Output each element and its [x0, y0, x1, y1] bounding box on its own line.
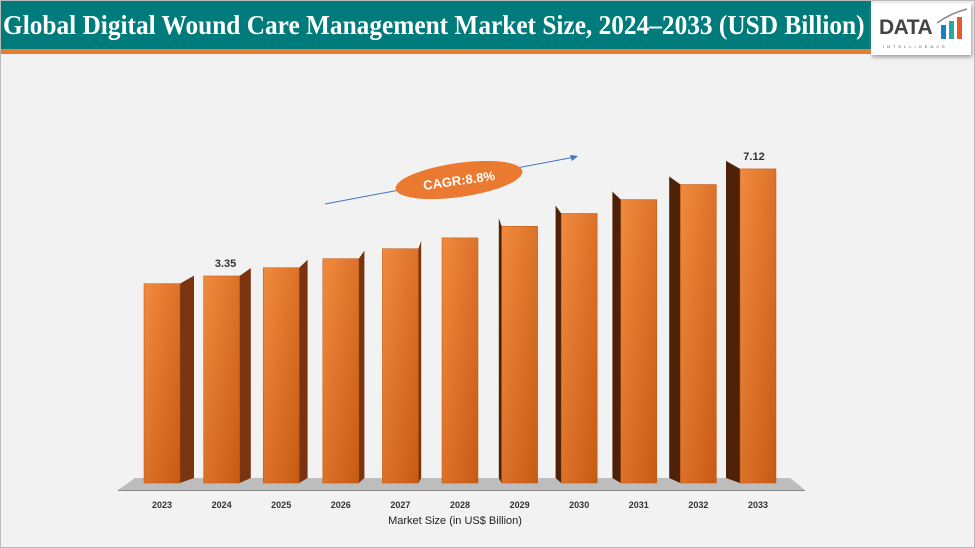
x-tick-2025: 2025	[271, 500, 291, 510]
x-tick-2033: 2033	[748, 500, 768, 510]
bar-2023	[143, 283, 181, 484]
bar-side-2030	[555, 205, 562, 483]
data-label-2033: 7.12	[743, 151, 764, 163]
bar-side-2032	[669, 176, 681, 484]
title-bar: Global Digital Wound Care Management Mar…	[1, 1, 871, 54]
bar-side-2029	[498, 218, 502, 483]
x-tick-2032: 2032	[688, 500, 708, 510]
x-tick-2026: 2026	[331, 500, 351, 510]
x-tick-2029: 2029	[510, 500, 530, 510]
bar-2025	[262, 267, 300, 484]
bar-side-2023	[180, 275, 194, 483]
data-label-2024: 3.35	[215, 258, 236, 270]
cagr-arrow-head	[570, 155, 578, 161]
bar-2031	[620, 199, 658, 484]
chart-title: Global Digital Wound Care Management Mar…	[3, 10, 865, 40]
bar-side-2026	[358, 250, 365, 483]
x-tick-2024: 2024	[212, 500, 232, 510]
logo-subtext: INTELLIGENCE	[883, 44, 948, 49]
x-tick-2028: 2028	[450, 500, 470, 510]
x-tick-2023: 2023	[152, 500, 172, 510]
x-tick-2031: 2031	[629, 500, 649, 510]
bar-2033	[739, 168, 777, 484]
bar-side-2033	[726, 160, 740, 483]
bar-side-2027	[418, 240, 422, 483]
bar-2027	[382, 248, 419, 484]
logo-text: DATA	[879, 16, 933, 39]
bar-2029	[501, 226, 538, 484]
x-tick-2027: 2027	[390, 500, 410, 510]
bar-side-2024	[239, 267, 251, 483]
x-axis-label: Market Size (in US$ Billion)	[388, 515, 522, 527]
bar-side-2031	[612, 191, 621, 483]
bar-2024	[203, 275, 240, 484]
bar-2028	[441, 237, 479, 484]
x-tick-2030: 2030	[569, 500, 589, 510]
bar-2032	[680, 184, 717, 484]
bar-2026	[322, 258, 360, 484]
logo: DATA INTELLIGENCE	[871, 3, 971, 55]
logo-bars-icon	[936, 8, 968, 39]
bar-2030	[560, 213, 598, 484]
bar-side-2025	[299, 259, 308, 483]
cagr-ellipse	[395, 160, 523, 200]
